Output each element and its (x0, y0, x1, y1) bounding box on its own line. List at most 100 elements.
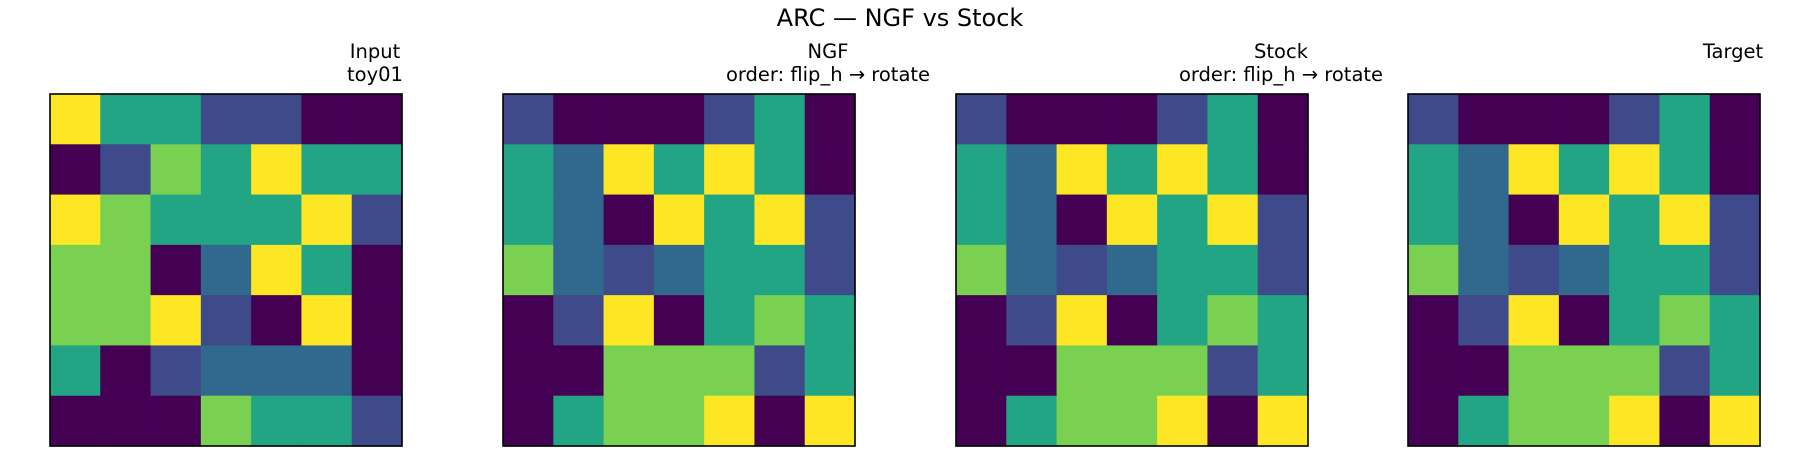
heatmap-cell (1207, 295, 1259, 347)
heatmap-cell (653, 395, 705, 447)
panel-title-line-2: Target (1702, 40, 1764, 63)
heatmap-cell (150, 144, 202, 196)
heatmap-cell (1508, 144, 1560, 196)
heatmap-cell (351, 345, 403, 397)
heatmap-cell (1709, 295, 1761, 347)
heatmap-cell (1157, 244, 1209, 296)
heatmap-cell (603, 94, 655, 145)
heatmap-cell (603, 295, 655, 347)
heatmap-cell (1458, 194, 1510, 246)
heatmap-cell (251, 395, 303, 447)
heatmap-cell (1609, 295, 1661, 347)
heatmap-cell (1056, 395, 1108, 447)
heatmap-cell (1609, 244, 1661, 296)
heatmap-cell (100, 244, 152, 296)
heatmap-cell (200, 94, 252, 145)
panel-frame (955, 93, 1309, 447)
heatmap-ngf (502, 93, 856, 447)
heatmap-cell (50, 194, 101, 246)
heatmap-cell (1609, 345, 1661, 397)
heatmap-cell (553, 345, 605, 397)
panel-frame (502, 93, 856, 447)
heatmap-cell (1558, 345, 1610, 397)
heatmap-cell (754, 395, 806, 447)
heatmap-cell (1157, 295, 1209, 347)
heatmap-cell (1508, 194, 1560, 246)
heatmap-cell (1207, 194, 1259, 246)
panel-title-line-1: Input (349, 40, 401, 63)
heatmap-cell (1408, 194, 1459, 246)
heatmap-cell (251, 94, 303, 145)
heatmap-cell (351, 295, 403, 347)
heatmap-cell (1408, 94, 1459, 145)
heatmap-cell (653, 345, 705, 397)
heatmap-cell (1609, 144, 1661, 196)
heatmap-cell (150, 244, 202, 296)
panel-title-ngf: NGF order: flip_h → rotate (618, 40, 1038, 86)
heatmap-cell (200, 194, 252, 246)
heatmap-cell (1257, 144, 1309, 196)
heatmap-cell (503, 244, 554, 296)
heatmap-cell (150, 94, 202, 145)
heatmap-cell (1056, 244, 1108, 296)
heatmap-cell (804, 295, 856, 347)
heatmap-cell (1458, 395, 1510, 447)
heatmap-cell (301, 144, 353, 196)
heatmap-cell (603, 194, 655, 246)
heatmap-cell (200, 144, 252, 196)
heatmap-cell (50, 345, 101, 397)
heatmap-cell (301, 395, 353, 447)
heatmap-cell (50, 144, 101, 196)
heatmap-cell (754, 194, 806, 246)
heatmap-cell (1458, 94, 1510, 145)
heatmap-cell (1508, 395, 1560, 447)
heatmap-cell (1257, 295, 1309, 347)
heatmap-cell (1558, 194, 1610, 246)
heatmap-cell (804, 94, 856, 145)
heatmap-cell (503, 94, 554, 145)
heatmap-target (1407, 93, 1761, 447)
heatmap-cell (653, 194, 705, 246)
heatmap-input (49, 93, 403, 447)
heatmap-cell (100, 194, 152, 246)
heatmap-cell (1558, 395, 1610, 447)
heatmap-cell (301, 345, 353, 397)
heatmap-cell (1659, 144, 1711, 196)
heatmap-cell (1207, 345, 1259, 397)
heatmap-cell (1106, 194, 1158, 246)
heatmap-cell (553, 194, 605, 246)
heatmap-cell (50, 244, 101, 296)
heatmap-cell (1106, 94, 1158, 145)
heatmap-cell (1106, 144, 1158, 196)
heatmap-cell (1709, 194, 1761, 246)
heatmap-cell (956, 94, 1007, 145)
heatmap-cell (704, 194, 756, 246)
heatmap-cell (1659, 194, 1711, 246)
heatmap-cell (603, 144, 655, 196)
heatmap-cell (1408, 144, 1459, 196)
heatmap-cell (351, 244, 403, 296)
heatmap-cell (150, 345, 202, 397)
heatmap-cell (1257, 395, 1309, 447)
panel-title-line-1: NGF (807, 40, 849, 63)
heatmap-cell (956, 395, 1007, 447)
heatmap-cell (1257, 244, 1309, 296)
heatmap-cell (503, 295, 554, 347)
heatmap-cell (553, 94, 605, 145)
heatmap-cell (150, 395, 202, 447)
heatmap-cell (1408, 244, 1459, 296)
heatmap-cell (603, 244, 655, 296)
heatmap-cell (804, 194, 856, 246)
heatmap-cell (200, 345, 252, 397)
heatmap-cell (1458, 295, 1510, 347)
heatmap-cell (1207, 244, 1259, 296)
heatmap-cell (1157, 194, 1209, 246)
heatmap-cell (1458, 345, 1510, 397)
heatmap-cell (553, 395, 605, 447)
heatmap-cell (1408, 345, 1459, 397)
heatmap-cell (1056, 194, 1108, 246)
heatmap-cell (1157, 144, 1209, 196)
heatmap-cell (100, 395, 152, 447)
heatmap-cell (251, 144, 303, 196)
